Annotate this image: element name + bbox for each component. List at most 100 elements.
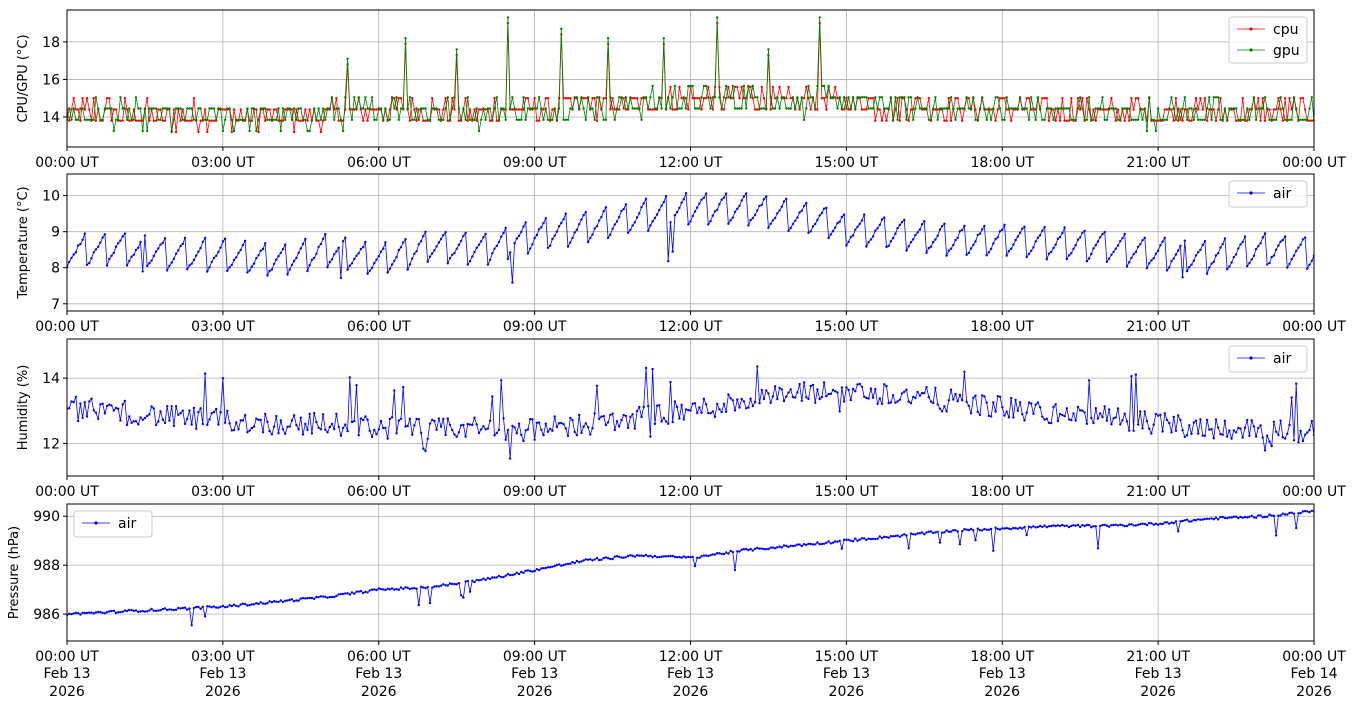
- data-point: [1096, 107, 1100, 110]
- data-point: [1241, 436, 1244, 439]
- data-point: [480, 108, 483, 111]
- data-point: [929, 400, 933, 403]
- data-point: [181, 409, 184, 412]
- data-point: [275, 118, 278, 122]
- data-point: [177, 249, 180, 252]
- data-point: [1212, 260, 1216, 263]
- data-point: [847, 240, 850, 243]
- data-point: [250, 603, 253, 606]
- data-point: [736, 550, 739, 553]
- data-point: [388, 588, 392, 591]
- data-point: [1036, 236, 1040, 239]
- data-point: [985, 108, 988, 111]
- data-point: [139, 119, 142, 122]
- data-point: [143, 107, 147, 110]
- data-point: [747, 549, 750, 552]
- data-point: [642, 405, 645, 409]
- data-point: [161, 607, 164, 611]
- data-point: [344, 96, 347, 99]
- data-point: [1161, 430, 1164, 433]
- x-tick-label: 03:00 UT: [191, 155, 255, 171]
- data-point: [1145, 420, 1149, 423]
- data-point: [515, 118, 518, 122]
- data-point: [871, 107, 875, 110]
- data-point: [152, 407, 155, 410]
- data-point: [1203, 434, 1207, 437]
- data-point: [727, 552, 730, 555]
- data-point: [1232, 429, 1236, 432]
- legend-box: [1228, 345, 1308, 373]
- data-point: [611, 97, 614, 100]
- y-axis-label: Temperature (°C): [16, 186, 31, 299]
- data-point: [664, 420, 668, 423]
- data-point: [266, 602, 269, 605]
- x-tick-year-label: 2026: [49, 684, 85, 700]
- data-point: [1047, 119, 1051, 122]
- data-point: [854, 537, 857, 540]
- data-point: [704, 554, 708, 557]
- data-point: [640, 118, 643, 122]
- data-point: [199, 607, 202, 610]
- data-point: [1038, 234, 1042, 237]
- data-point: [108, 107, 111, 110]
- data-point: [1212, 108, 1216, 111]
- data-point: [1237, 247, 1240, 250]
- data-point: [524, 118, 527, 122]
- data-point: [718, 203, 721, 206]
- data-point: [373, 588, 376, 591]
- data-point: [313, 107, 316, 110]
- data-point: [226, 409, 229, 413]
- data-point: [1027, 118, 1031, 122]
- data-point: [246, 271, 249, 274]
- data-point: [359, 107, 363, 110]
- data-point: [972, 243, 975, 247]
- data-point: [1116, 108, 1120, 111]
- data-point: [277, 119, 280, 122]
- data-point: [1136, 97, 1140, 100]
- data-point: [584, 118, 587, 122]
- data-point: [1085, 260, 1089, 263]
- data-point: [1308, 511, 1311, 514]
- data-point: [638, 554, 641, 557]
- data-point: [847, 96, 850, 99]
- data-point: [495, 244, 498, 248]
- data-point: [898, 119, 901, 122]
- data-point: [357, 96, 360, 99]
- data-point: [1134, 373, 1138, 376]
- data-point: [769, 222, 772, 225]
- data-point: [261, 107, 265, 110]
- data-point: [609, 413, 612, 417]
- data-point: [753, 96, 757, 99]
- data-point: [428, 422, 432, 425]
- data-point: [493, 576, 496, 579]
- data-point: [863, 395, 866, 398]
- data-point: [502, 107, 505, 110]
- legend: air: [1228, 180, 1308, 208]
- data-point: [889, 96, 893, 99]
- data-point: [905, 118, 908, 122]
- data-point: [288, 107, 291, 110]
- data-point: [324, 118, 327, 122]
- data-point: [397, 97, 400, 100]
- data-point: [1303, 433, 1307, 436]
- data-point: [733, 210, 737, 214]
- data-point: [203, 118, 207, 122]
- data-point: [444, 97, 447, 100]
- data-point: [411, 257, 414, 260]
- data-point: [257, 418, 260, 421]
- data-point: [553, 415, 556, 418]
- data-point: [856, 383, 859, 386]
- data-point: [508, 107, 512, 110]
- data-point: [321, 107, 325, 110]
- data-point: [660, 420, 663, 423]
- data-point: [727, 96, 730, 99]
- data-point: [1092, 525, 1095, 528]
- data-point: [689, 220, 692, 223]
- data-point: [954, 529, 957, 532]
- data-point: [961, 107, 964, 110]
- data-point: [188, 264, 191, 267]
- data-point: [406, 107, 409, 110]
- data-point: [252, 107, 256, 110]
- legend-marker-air: [1249, 356, 1253, 360]
- data-point: [771, 85, 775, 89]
